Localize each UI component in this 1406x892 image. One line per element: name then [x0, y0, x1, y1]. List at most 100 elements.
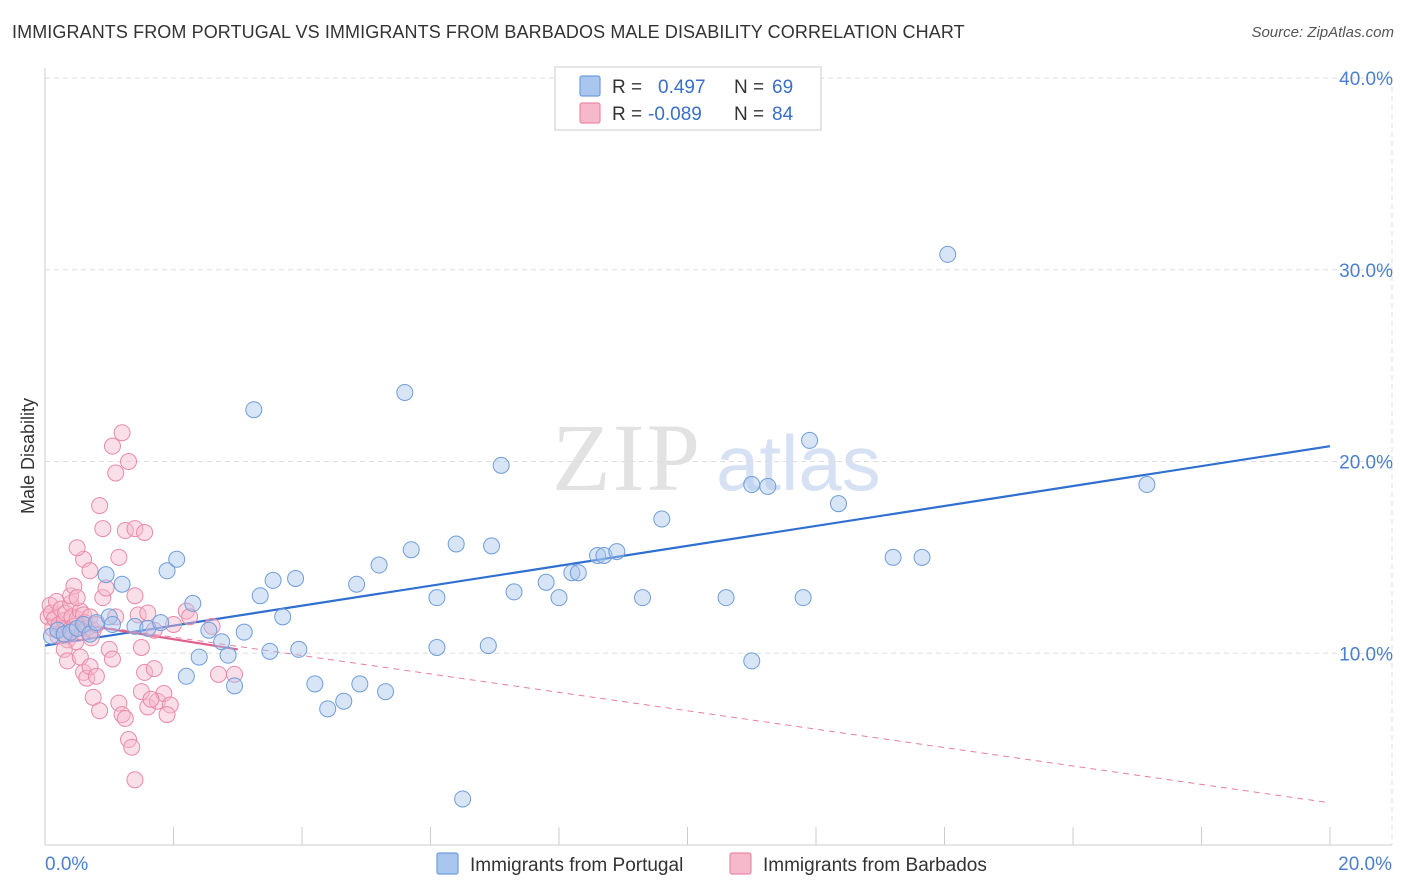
point-barbados	[165, 615, 182, 633]
point-barbados	[103, 437, 121, 455]
point-portugal	[402, 541, 420, 559]
stats-legend-n-label: N =	[734, 77, 764, 98]
point-portugal	[306, 675, 324, 693]
watermark-atlas: atlas	[716, 419, 881, 507]
point-barbados	[226, 665, 244, 683]
point-portugal	[200, 621, 218, 639]
point-portugal	[743, 652, 761, 670]
point-portugal	[479, 637, 497, 655]
point-barbados	[142, 690, 160, 708]
point-portugal	[829, 495, 847, 513]
point-barbados	[139, 604, 157, 622]
point-barbados	[94, 520, 112, 538]
point-barbados	[126, 520, 144, 538]
point-barbados	[62, 587, 80, 605]
point-portugal	[913, 548, 931, 566]
point-barbados	[120, 453, 138, 470]
point-barbados	[145, 660, 163, 678]
point-portugal	[335, 692, 353, 710]
axes	[44, 68, 1392, 846]
point-barbados	[126, 771, 144, 789]
stats-legend-n-label: N =	[734, 104, 764, 125]
point-barbados	[100, 640, 118, 658]
point-portugal	[184, 594, 202, 612]
chart-title: IMMIGRANTS FROM PORTUGAL VS IMMIGRANTS F…	[12, 22, 965, 42]
point-portugal	[537, 573, 555, 591]
point-portugal	[454, 790, 472, 808]
grid	[45, 77, 1393, 845]
point-portugal	[103, 615, 121, 633]
point-portugal	[370, 556, 388, 574]
point-portugal	[219, 646, 237, 664]
point-portugal	[608, 543, 626, 561]
point-portugal	[126, 617, 144, 635]
point-portugal	[97, 566, 115, 584]
point-portugal	[251, 587, 269, 605]
point-portugal	[447, 535, 465, 553]
point-portugal	[274, 608, 292, 626]
y-ticks: 10.0% 20.0% 30.0% 40.0%	[1339, 69, 1393, 665]
watermark: ZIP atlas	[552, 404, 881, 511]
point-portugal	[595, 546, 613, 564]
x-ticks: 0.0% 20.0%	[44, 827, 1392, 875]
point-barbados	[91, 497, 109, 515]
legend-label-portugal: Immigrants from Portugal	[470, 855, 683, 876]
stats-legend-r-label: R =	[612, 77, 642, 98]
y-tick-label: 20.0%	[1339, 453, 1393, 474]
legend-swatch-portugal	[436, 852, 459, 875]
point-portugal	[377, 683, 395, 701]
point-barbados	[68, 589, 86, 607]
series-portugal-points	[42, 245, 1156, 808]
point-portugal	[653, 510, 671, 528]
point-portugal	[939, 245, 957, 263]
point-portugal	[290, 640, 308, 658]
y-tick-label: 40.0%	[1339, 69, 1393, 90]
stats-legend-swatch-portugal	[579, 75, 601, 97]
point-portugal	[168, 550, 186, 568]
point-portugal	[717, 589, 735, 607]
point-portugal	[351, 675, 369, 693]
legend-label-barbados: Immigrants from Barbados	[763, 855, 987, 876]
stats-legend: R = 0.497 N = 69 R = -0.089 N = 84	[554, 66, 822, 131]
y-tick-label: 10.0%	[1339, 644, 1393, 665]
point-portugal	[190, 648, 208, 666]
point-barbados	[136, 523, 154, 541]
point-portugal	[287, 569, 305, 587]
series-barbados-points	[39, 424, 244, 789]
point-barbados	[136, 663, 154, 681]
point-portugal	[396, 383, 414, 401]
point-barbados	[68, 539, 86, 557]
point-barbados	[103, 650, 121, 668]
point-barbados	[81, 562, 99, 580]
point-barbados	[132, 638, 150, 656]
point-portugal	[759, 477, 777, 495]
point-portugal	[42, 627, 60, 645]
point-portugal	[158, 562, 176, 580]
point-portugal	[428, 589, 446, 607]
point-portugal	[794, 589, 812, 607]
point-portugal	[634, 589, 652, 607]
point-portugal	[563, 564, 581, 582]
point-portugal	[801, 431, 819, 449]
point-portugal	[261, 642, 279, 660]
point-portugal	[505, 583, 523, 601]
point-portugal	[1138, 476, 1156, 494]
point-portugal	[884, 548, 902, 566]
point-portugal	[569, 564, 587, 582]
point-portugal	[348, 575, 366, 593]
point-portugal	[589, 546, 607, 564]
point-portugal	[743, 476, 761, 494]
point-portugal	[113, 575, 131, 593]
point-barbados	[158, 706, 176, 724]
stats-legend-r-value: -0.089	[648, 104, 702, 125]
point-barbados	[161, 696, 179, 714]
point-portugal	[226, 677, 244, 695]
bottom-legend: Immigrants from Portugal Immigrants from…	[436, 852, 987, 876]
trend-line-barbados-extended	[44, 618, 1331, 804]
point-barbados	[110, 548, 128, 566]
watermark-zip: ZIP	[552, 404, 702, 511]
legend-swatch-barbados	[729, 852, 752, 875]
point-portugal	[75, 615, 93, 633]
point-barbados	[209, 665, 227, 683]
